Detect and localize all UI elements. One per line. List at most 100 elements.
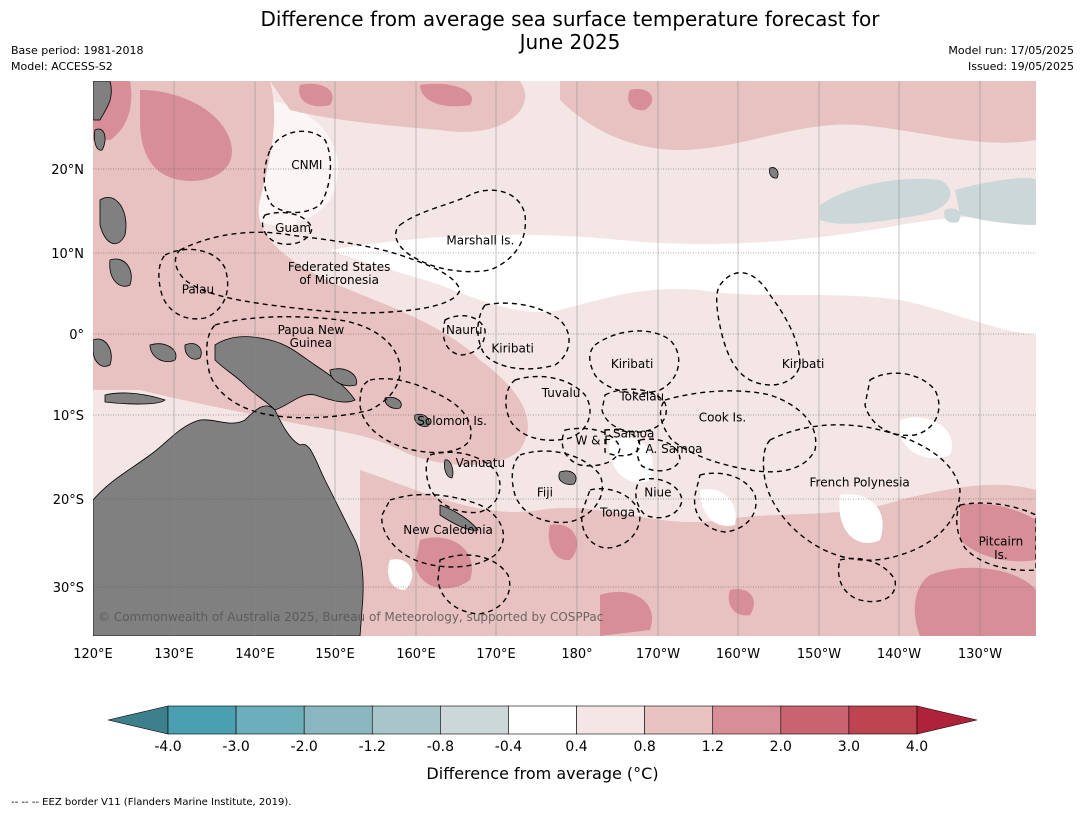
title-line-2: June 2025 (519, 30, 621, 54)
neutral-patch-2 (839, 494, 883, 543)
colorbar-tick-label: -1.2 (359, 739, 386, 755)
eez-label: Samoa (613, 427, 654, 441)
copyright-note: © Commonwealth of Australia 2025, Bureau… (98, 610, 603, 624)
eez-label: A. Samoa (646, 442, 703, 456)
eez-marquesas (864, 372, 940, 437)
colorbar-tick-label: -4.0 (154, 739, 181, 755)
latitude-tick-labels: 20°N 10°N 0° 10°S 20°S 30°S (51, 163, 84, 596)
issued-date: Issued: 19/05/2025 (967, 60, 1074, 73)
eez-french-polynesia (762, 424, 961, 561)
longitude-tick-labels: 120°E 130°E 140°E 150°E 160°E 170°E 180° 170°W 1… (73, 647, 1002, 662)
lat-tick-label: 20°N (51, 163, 84, 178)
eez-label: Solomon Is. (417, 414, 487, 428)
eez-label: Federated States (288, 260, 390, 274)
lon-tick-label: 160°E (396, 647, 436, 662)
lat-tick-label: 20°S (53, 493, 84, 508)
lat-tick-label: 10°N (51, 247, 84, 262)
colorbar-tick-label: -3.0 (222, 739, 249, 755)
colorbar-tick-label: 2.0 (770, 739, 792, 755)
landmass-hawaii (769, 167, 779, 179)
eez-label: Guinea (290, 336, 333, 350)
colorbar: -4.0 -3.0 -2.0 -1.2 -0.8 -0.4 0.4 0.8 1.2 2.0 3.0 4… (107, 705, 978, 755)
colorbar-segment (371, 705, 441, 735)
eez-vanuatu (425, 451, 501, 514)
eez-cook-south (693, 472, 757, 533)
eez-label: New Caledonia (403, 523, 493, 537)
eez-palau (158, 248, 229, 320)
eez-niue (635, 478, 683, 519)
eez-label: Marshall Is. (446, 234, 514, 248)
lat-gridlines (93, 168, 1036, 588)
warm-patch-9 (914, 567, 1036, 636)
lat-tick-label: 0° (69, 328, 84, 343)
landmass-new-guinea (214, 336, 356, 411)
eez-label: French Polynesia (810, 475, 910, 489)
eez-tonga (581, 488, 641, 549)
eez-label: Tonga (599, 506, 635, 520)
landmass-australia (93, 405, 364, 636)
eez-label: Is. (994, 548, 1008, 562)
eez-label: W & F (575, 433, 611, 447)
colorbar-segment (167, 705, 237, 735)
neutral-band (330, 215, 1036, 335)
eez-label: Papua New (278, 323, 345, 337)
colorbar-segment (303, 705, 373, 735)
landmass-philippines (99, 197, 127, 245)
colorbar-tick-label: 1.2 (702, 739, 724, 755)
title-line-1: Difference from average sea surface temp… (260, 7, 880, 31)
colorbar-tick-label: 0.8 (634, 739, 656, 755)
base-period: Base period: 1981-2018 (11, 44, 144, 57)
eez-borders (158, 130, 1036, 615)
colorbar-extend-high (916, 705, 978, 735)
warm-patch-1 (140, 90, 232, 181)
chart-title: Difference from average sea surface temp… (0, 8, 1085, 54)
eez-marshall (394, 189, 527, 273)
meta-left: Base period: 1981-2018 Model: ACCESS-S2 (11, 43, 143, 75)
eez-label: Guam (275, 221, 311, 235)
lon-tick-label: 180° (561, 647, 592, 662)
eez-kiribati-line (715, 272, 801, 386)
eez-tuvalu (505, 375, 591, 441)
cool-patch-2 (955, 178, 1036, 225)
lon-tick-label: 170°E (476, 647, 516, 662)
eez-label: Pitcairn (979, 535, 1024, 549)
lat-tick-label: 10°S (53, 409, 84, 424)
colorbar-segment (780, 705, 850, 735)
colorbar-extend-low (107, 705, 169, 735)
lon-tick-label: 160°W (716, 647, 760, 662)
warm-patch-8 (600, 591, 652, 636)
lon-gridlines (173, 81, 981, 636)
eez-label: of Micronesia (299, 273, 379, 287)
eez-austral (837, 557, 896, 603)
eez-fsm (174, 231, 461, 314)
eez-label: Kiribati (782, 357, 824, 371)
meta-right: Model run: 17/05/2025 Issued: 19/05/2025 (948, 43, 1074, 75)
colorbar-segment (712, 705, 782, 735)
landmass-indonesia (93, 338, 112, 367)
eez-nauru (442, 314, 486, 356)
lon-tick-label: 170°W (636, 647, 680, 662)
eez-new-caledonia (381, 493, 505, 568)
lon-tick-label: 130°W (958, 647, 1002, 662)
colorbar-segment (644, 705, 714, 735)
lon-tick-label: 120°E (73, 647, 113, 662)
colorbar-segment (508, 705, 577, 735)
colorbar-segment (848, 705, 918, 735)
eez-fiji (511, 450, 604, 524)
eez-cook-north (659, 390, 817, 473)
lat-tick-label: 30°S (53, 581, 84, 596)
eez-label: CNMI (291, 158, 322, 172)
eez-label: Palau (182, 283, 214, 297)
colorbar-segment (576, 705, 645, 735)
warm-patch-4 (420, 83, 472, 107)
eez-source-note: -- -- -- EEZ border V11 (Flanders Marine… (11, 797, 292, 808)
eez-label: Cook Is. (699, 411, 746, 425)
colorbar-segment (440, 705, 509, 735)
eez-label: Tuvalu (541, 386, 581, 400)
warm-patch-3 (299, 83, 333, 107)
lon-tick-label: 150°E (315, 647, 355, 662)
lon-tick-label: 140°E (235, 647, 275, 662)
colorbar-tick-label: -0.8 (427, 739, 454, 755)
lon-tick-label: 130°E (154, 647, 194, 662)
eez-pitcairn (956, 502, 1036, 572)
